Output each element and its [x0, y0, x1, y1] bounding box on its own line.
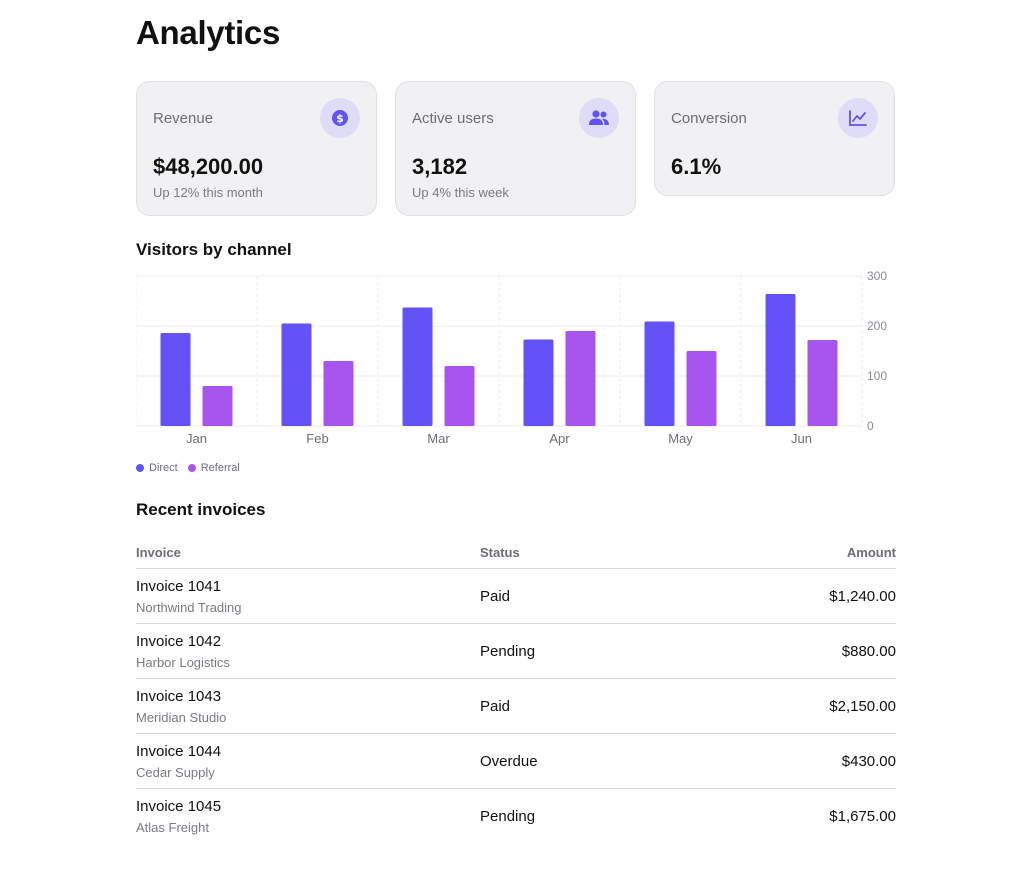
table-row[interactable]: Invoice 1043 Meridian Studio Paid $2,150… [136, 679, 896, 734]
bar-direct-may [644, 321, 675, 426]
invoice-title: Invoice 1044 [136, 743, 222, 760]
bar-direct-jun [765, 294, 796, 426]
visitors-bar-chart: 0 100 200 300 Jan Feb Mar Apr May Jun [136, 269, 887, 446]
invoice-status: Paid [480, 698, 511, 715]
legend-item-referral: Referral [187, 462, 240, 474]
table-row[interactable]: Invoice 1041 Northwind Trading Paid $1,2… [136, 569, 896, 624]
x-tick-label: Feb [306, 431, 328, 446]
invoice-status: Overdue [480, 753, 538, 770]
y-tick-label: 0 [867, 419, 874, 433]
invoice-customer: Harbor Logistics [136, 655, 230, 670]
table-header: Invoice Status Amount [136, 537, 896, 569]
invoice-amount: $2,150.00 [829, 698, 896, 715]
legend-item-direct: Direct [136, 462, 178, 474]
invoice-title: Invoice 1042 [136, 633, 222, 650]
users-icon [579, 98, 619, 138]
card-value: $48,200.00 [153, 154, 264, 179]
card-label: Conversion [671, 110, 747, 127]
invoice-amount: $880.00 [841, 643, 896, 660]
invoice-amount: $430.00 [841, 753, 896, 770]
bar-direct-jan [160, 333, 191, 426]
header-status: Status [480, 545, 520, 560]
bar-direct-apr [523, 339, 554, 426]
invoices-table: Invoice Status Amount Invoice 1041 North… [136, 537, 896, 843]
invoice-title: Invoice 1041 [136, 578, 222, 595]
invoice-customer: Cedar Supply [136, 765, 215, 780]
chart-section-title: Visitors by channel [136, 240, 292, 259]
invoice-status: Paid [480, 588, 511, 605]
header-invoice: Invoice [136, 545, 181, 560]
invoice-customer: Atlas Freight [136, 820, 209, 835]
bar-referral-feb [323, 361, 354, 426]
revenue-card: Revenue $ $48,200.00 Up 12% this month [136, 81, 377, 216]
x-tick-label: Jun [791, 431, 812, 446]
card-subtext: Up 4% this week [412, 185, 509, 200]
bar-referral-may [686, 351, 717, 426]
table-row[interactable]: Invoice 1045 Atlas Freight Pending $1,67… [136, 789, 896, 843]
trend-chart-icon [838, 98, 878, 138]
card-value: 6.1% [671, 154, 722, 179]
legend-label-direct: Direct [149, 462, 178, 474]
bar-direct-mar [402, 307, 433, 426]
x-tick-label: Mar [427, 431, 450, 446]
bar-referral-jun [807, 340, 838, 426]
invoices-section-title: Recent invoices [136, 500, 266, 519]
page-title: Analytics [136, 14, 281, 51]
invoice-title: Invoice 1045 [136, 798, 222, 815]
dollar-icon: $ [320, 98, 360, 138]
header-amount: Amount [846, 545, 896, 560]
chart-legend: Direct Referral [136, 462, 240, 474]
legend-swatch-referral [187, 464, 196, 472]
active-users-card: Active users 3,182 Up 4% this week [395, 81, 636, 216]
card-label: Active users [412, 110, 494, 127]
invoice-customer: Meridian Studio [136, 710, 227, 725]
invoice-title: Invoice 1043 [136, 688, 222, 705]
invoice-customer: Northwind Trading [136, 600, 242, 615]
card-label: Revenue [153, 110, 214, 127]
y-tick-label: 300 [867, 269, 887, 283]
conversion-card: Conversion 6.1% [654, 81, 895, 196]
y-tick-label: 100 [867, 369, 887, 383]
invoice-amount: $1,675.00 [829, 808, 896, 825]
bar-referral-apr [565, 331, 596, 426]
card-subtext: Up 12% this month [153, 185, 263, 200]
bar-direct-feb [281, 323, 312, 426]
bar-referral-jan [202, 386, 233, 426]
x-tick-label: Apr [549, 431, 570, 446]
table-row[interactable]: Invoice 1042 Harbor Logistics Pending $8… [136, 624, 896, 679]
invoice-amount: $1,240.00 [829, 588, 896, 605]
legend-label-referral: Referral [200, 462, 240, 474]
x-tick-label: May [668, 431, 693, 446]
legend-swatch-direct [136, 464, 144, 472]
table-row[interactable]: Invoice 1044 Cedar Supply Overdue $430.0… [136, 734, 896, 789]
x-tick-label: Jan [186, 431, 207, 446]
invoice-status: Pending [480, 643, 536, 660]
bar-referral-mar [444, 366, 475, 426]
svg-text:$: $ [336, 112, 344, 125]
y-tick-label: 200 [867, 319, 887, 333]
invoice-status: Pending [480, 808, 536, 825]
card-value: 3,182 [412, 154, 468, 179]
